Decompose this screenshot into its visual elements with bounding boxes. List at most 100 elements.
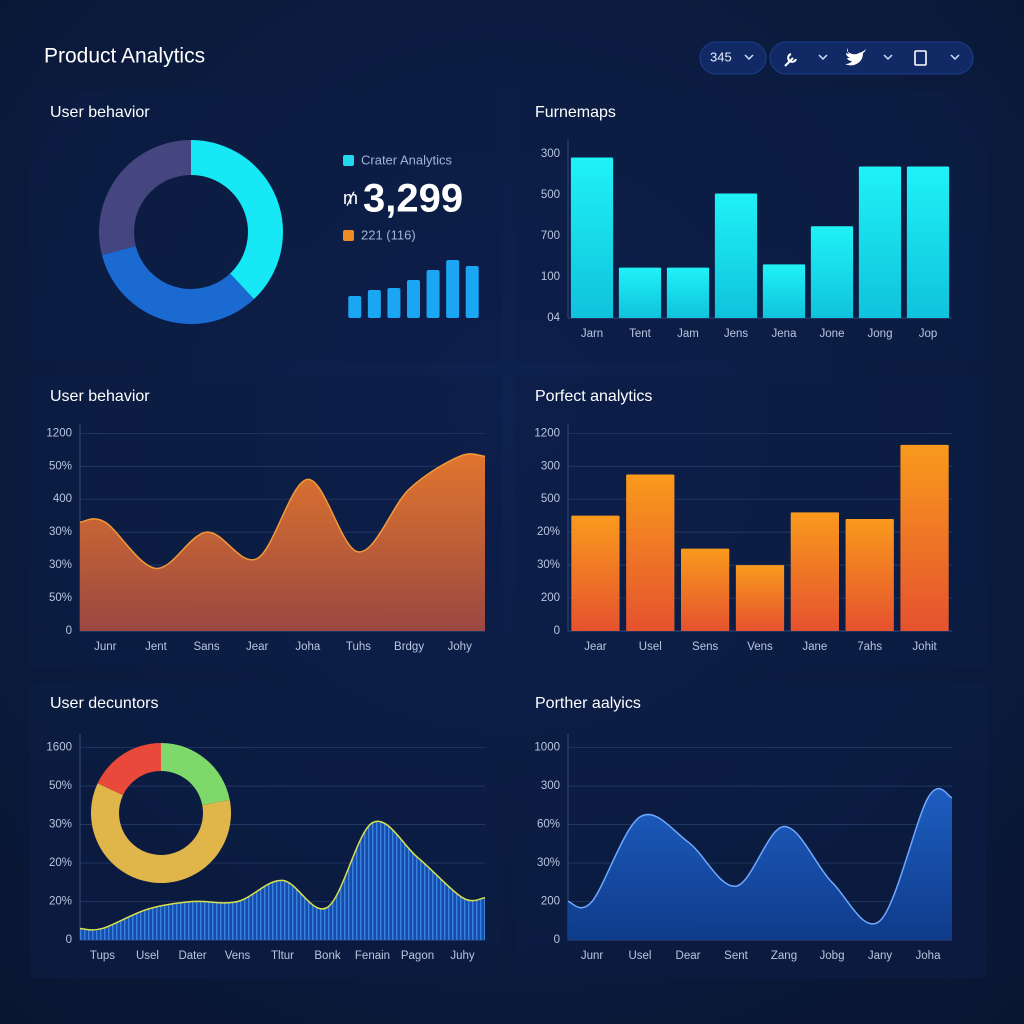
- panel-title: Porther aalyics: [535, 695, 641, 712]
- bar: [845, 518, 894, 631]
- bar: [618, 267, 662, 318]
- x-tick-label: Tuhs: [346, 641, 371, 653]
- y-tick-label: 0: [554, 934, 560, 946]
- x-tick-label: Junr: [581, 950, 604, 962]
- y-tick-label: 60%: [537, 819, 560, 831]
- y-tick-label: 500: [541, 189, 560, 201]
- y-tick-label: 0: [66, 934, 72, 946]
- x-tick-label: Sens: [692, 641, 718, 653]
- badge-pill[interactable]: [699, 41, 767, 75]
- x-tick-label: Tups: [90, 950, 115, 962]
- x-tick-label: Sent: [724, 950, 748, 962]
- donut-segment: [99, 140, 191, 255]
- tool-icon[interactable]: [784, 53, 797, 67]
- x-tick-label: Tent: [629, 328, 652, 340]
- y-tick-label: 200: [541, 592, 560, 604]
- donut-segment: [101, 246, 254, 325]
- y-tick-label: 100: [541, 271, 560, 283]
- x-tick-label: Jarn: [581, 328, 603, 340]
- y-tick-label: 300: [541, 460, 560, 472]
- y-tick-label: 20%: [49, 896, 72, 908]
- toolbar: 345: [699, 41, 974, 75]
- kpi-prefix: ₥: [343, 188, 358, 208]
- x-tick-label: Jong: [868, 328, 893, 340]
- donut-segment: [191, 140, 284, 300]
- x-tick-label: Brdgy: [394, 641, 424, 653]
- x-tick-label: Juhy: [450, 950, 475, 962]
- badge-value: 345: [710, 49, 732, 64]
- bar: [790, 512, 839, 631]
- bar: [571, 515, 620, 631]
- donut-segment: [91, 783, 232, 884]
- area: [568, 788, 952, 940]
- x-tick-label: Jena: [772, 328, 798, 340]
- x-tick-label: Fenain: [355, 950, 390, 962]
- chevron: [744, 54, 754, 61]
- bar: [446, 260, 460, 318]
- bar: [906, 166, 950, 318]
- y-tick-label: 700: [541, 230, 560, 242]
- y-tick-label: 300: [541, 148, 560, 160]
- bar: [348, 296, 362, 318]
- x-tick-label: Jone: [820, 328, 845, 340]
- x-tick-label: Junr: [94, 641, 117, 653]
- panel-title: Furnemaps: [535, 104, 616, 121]
- y-tick-label: 200: [541, 896, 560, 908]
- legend-label: Crater Analytics: [361, 152, 453, 167]
- bar: [762, 264, 806, 318]
- x-tick-label: Dear: [676, 950, 701, 962]
- y-tick-label: 0: [66, 625, 72, 637]
- y-tick-label: 1200: [46, 427, 72, 439]
- bar: [570, 157, 614, 318]
- donut-segment: [161, 743, 230, 806]
- panel-title: User behavior: [50, 388, 150, 405]
- x-tick-label: Pagon: [401, 950, 434, 962]
- area-line: [79, 820, 486, 931]
- area-line: [567, 787, 953, 925]
- y-tick-label: 300: [541, 780, 560, 792]
- bar: [666, 267, 710, 318]
- bar: [367, 290, 381, 318]
- doc-icon[interactable]: [914, 50, 927, 66]
- bar: [426, 270, 440, 318]
- chevron: [818, 54, 828, 61]
- y-tick-label: 20%: [49, 857, 72, 869]
- x-tick-label: Jany: [868, 950, 893, 962]
- x-tick-label: Jobg: [820, 950, 845, 962]
- kpi-value: 3,299: [363, 177, 463, 221]
- y-tick-label: 1000: [534, 742, 560, 754]
- area: [80, 453, 485, 631]
- x-tick-label: Sans: [193, 641, 219, 653]
- legend-swatch: [343, 155, 354, 166]
- y-tick-label: 20%: [537, 526, 560, 538]
- x-tick-label: Jens: [724, 328, 749, 340]
- y-tick-label: 30%: [49, 559, 72, 571]
- bar: [858, 166, 902, 318]
- x-tick-label: Usel: [628, 950, 651, 962]
- x-tick-label: Joha: [295, 641, 321, 653]
- x-tick-label: Jam: [677, 328, 699, 340]
- panel-title: User behavior: [50, 104, 150, 121]
- y-tick-label: 30%: [537, 857, 560, 869]
- x-tick-label: Jear: [584, 641, 607, 653]
- bar: [465, 266, 479, 318]
- x-tick-label: Dater: [178, 950, 206, 962]
- bar: [714, 193, 758, 318]
- y-tick-label: 1600: [46, 742, 72, 754]
- y-tick-label: 400: [53, 493, 72, 505]
- x-tick-label: Vens: [225, 950, 251, 962]
- bar: [407, 280, 420, 318]
- x-tick-label: Johit: [912, 641, 937, 653]
- legend-swatch: [343, 230, 354, 241]
- y-tick-label: 30%: [49, 526, 72, 538]
- x-tick-label: Jop: [919, 328, 938, 340]
- y-tick-label: 0: [554, 625, 560, 637]
- y-tick-label: 04: [547, 312, 560, 324]
- x-tick-label: Usel: [136, 950, 159, 962]
- bird-icon[interactable]: [845, 48, 866, 66]
- bar: [626, 474, 675, 631]
- donut-segment: [97, 743, 161, 796]
- x-tick-label: Usel: [639, 641, 662, 653]
- bar: [900, 444, 949, 631]
